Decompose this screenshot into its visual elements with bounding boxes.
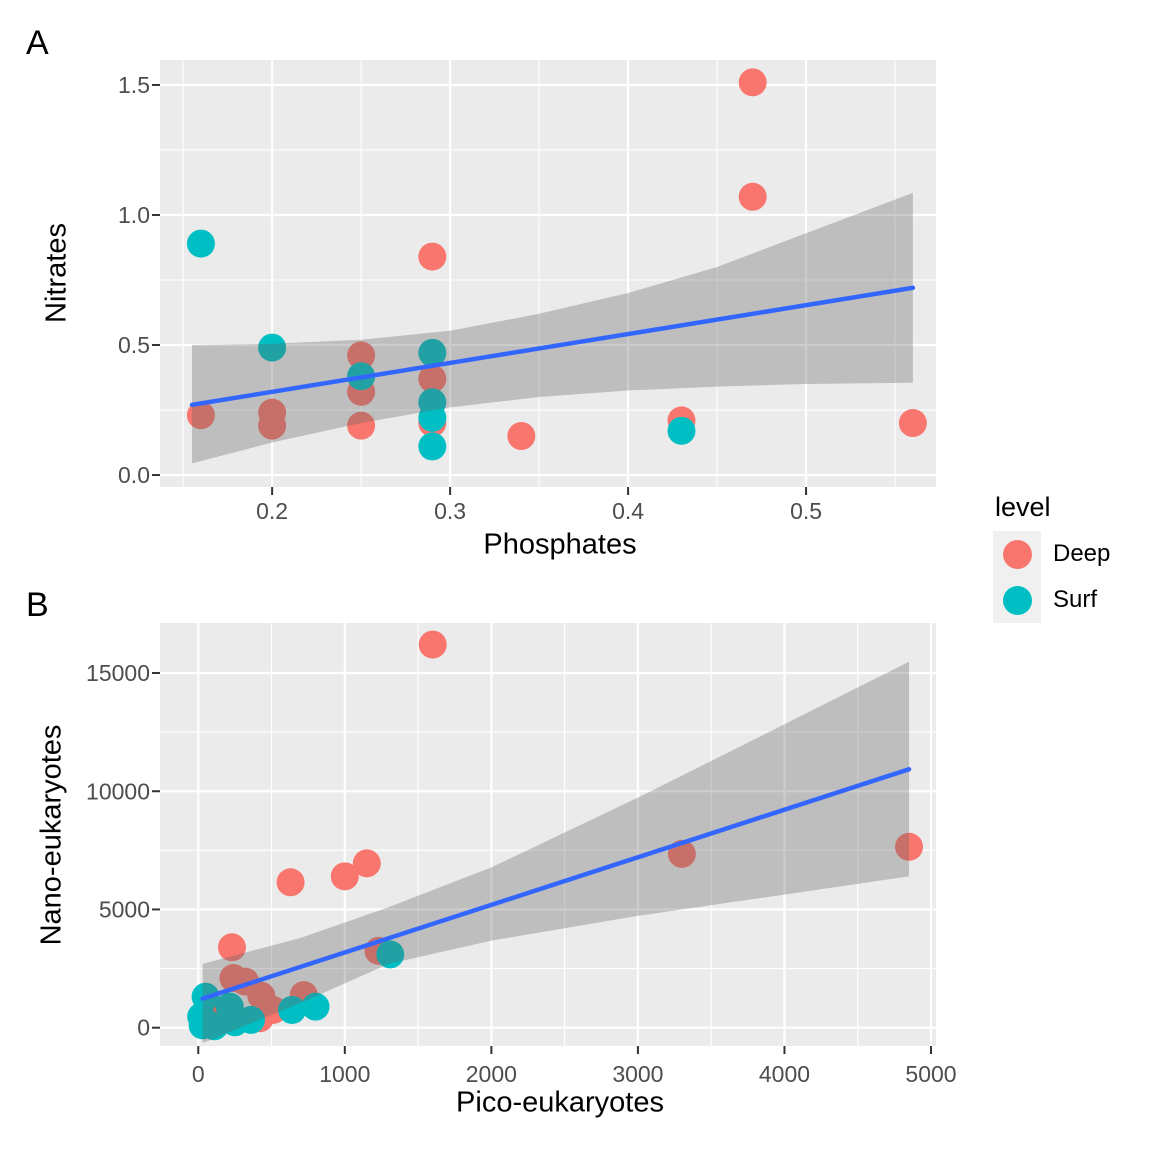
data-point-deep (738, 182, 767, 211)
data-point-surf (237, 1005, 266, 1034)
data-point-surf (418, 432, 447, 461)
legend-key-box (993, 531, 1041, 577)
y-tick-label: 0.0 (118, 462, 150, 488)
panel-b-y-axis-title: Nano-eukaryotes (35, 724, 68, 946)
data-point-deep (898, 409, 927, 438)
panel-a-y-axis-title: Nitrates (40, 223, 73, 323)
y-tick-label: 0.5 (118, 332, 150, 358)
data-point-deep (186, 401, 215, 430)
x-tick-label: 0 (192, 1061, 205, 1087)
y-tick-label: 1.0 (118, 202, 150, 228)
x-tick-label: 0.2 (256, 498, 288, 524)
panel-background (160, 623, 936, 1046)
data-point-surf (418, 338, 447, 367)
x-tick-label: 5000 (905, 1061, 956, 1087)
data-point-deep (347, 341, 376, 370)
panel-b-x-axis-title: Pico-eukaryotes (456, 1086, 664, 1119)
legend: level Deep Surf (993, 492, 1110, 623)
surf-point-icon (1002, 585, 1032, 615)
panel-B: 0 1000 2000 3000 4000 5000 0 5000 10000 15000 (86, 623, 957, 1087)
data-point-surf (376, 940, 405, 969)
x-tick-label: 3000 (612, 1061, 663, 1087)
data-point-deep (418, 630, 447, 659)
panel-A: 0.2 0.3 0.4 0.5 0.0 0.5 1.0 1.5 (118, 60, 936, 524)
y-tick-label: 1.5 (118, 72, 150, 98)
y-tick-label: 0 (137, 1015, 150, 1041)
panel-b-tag: B (26, 586, 49, 624)
data-point-surf (667, 416, 696, 445)
data-point-deep (217, 933, 246, 962)
data-point-deep (738, 68, 767, 97)
legend-key-box (993, 577, 1041, 623)
x-tick-label: 0.3 (434, 498, 466, 524)
x-tick-label: 2000 (466, 1061, 517, 1087)
data-point-surf (301, 992, 330, 1021)
data-point-deep (276, 868, 305, 897)
legend-label-deep: Deep (1053, 540, 1111, 567)
x-tick-label: 1000 (319, 1061, 370, 1087)
panel-a-tag: A (26, 24, 49, 62)
data-point-deep (330, 862, 359, 891)
panel-a-x-axis-title: Phosphates (483, 528, 637, 561)
deep-point-icon (1002, 539, 1032, 569)
y-tick-label: 10000 (86, 778, 150, 804)
data-point-deep (895, 832, 924, 861)
confidence-band (202, 661, 910, 1044)
x-tick-label: 0.5 (790, 498, 822, 524)
y-tick-label: 15000 (86, 660, 150, 686)
data-point-surf (258, 333, 287, 362)
y-tick-label: 5000 (99, 897, 150, 923)
regression-line (189, 285, 916, 408)
data-point-deep (418, 364, 447, 393)
data-point-deep (418, 242, 447, 271)
data-point-deep (352, 849, 381, 878)
data-point-deep (347, 411, 376, 440)
x-tick-label: 4000 (759, 1061, 810, 1087)
confidence-band (192, 192, 913, 464)
data-point-surf (418, 403, 447, 432)
legend-item-surf: Surf (993, 577, 1110, 623)
data-point-surf (186, 229, 215, 258)
regression-line (200, 766, 912, 1001)
legend-item-deep: Deep (993, 531, 1110, 577)
data-point-surf (278, 995, 307, 1024)
legend-label-surf: Surf (1053, 586, 1098, 613)
x-tick-label: 0.4 (612, 498, 644, 524)
legend-title: level (995, 492, 1051, 522)
data-point-deep (258, 411, 287, 440)
data-point-deep (507, 422, 536, 451)
